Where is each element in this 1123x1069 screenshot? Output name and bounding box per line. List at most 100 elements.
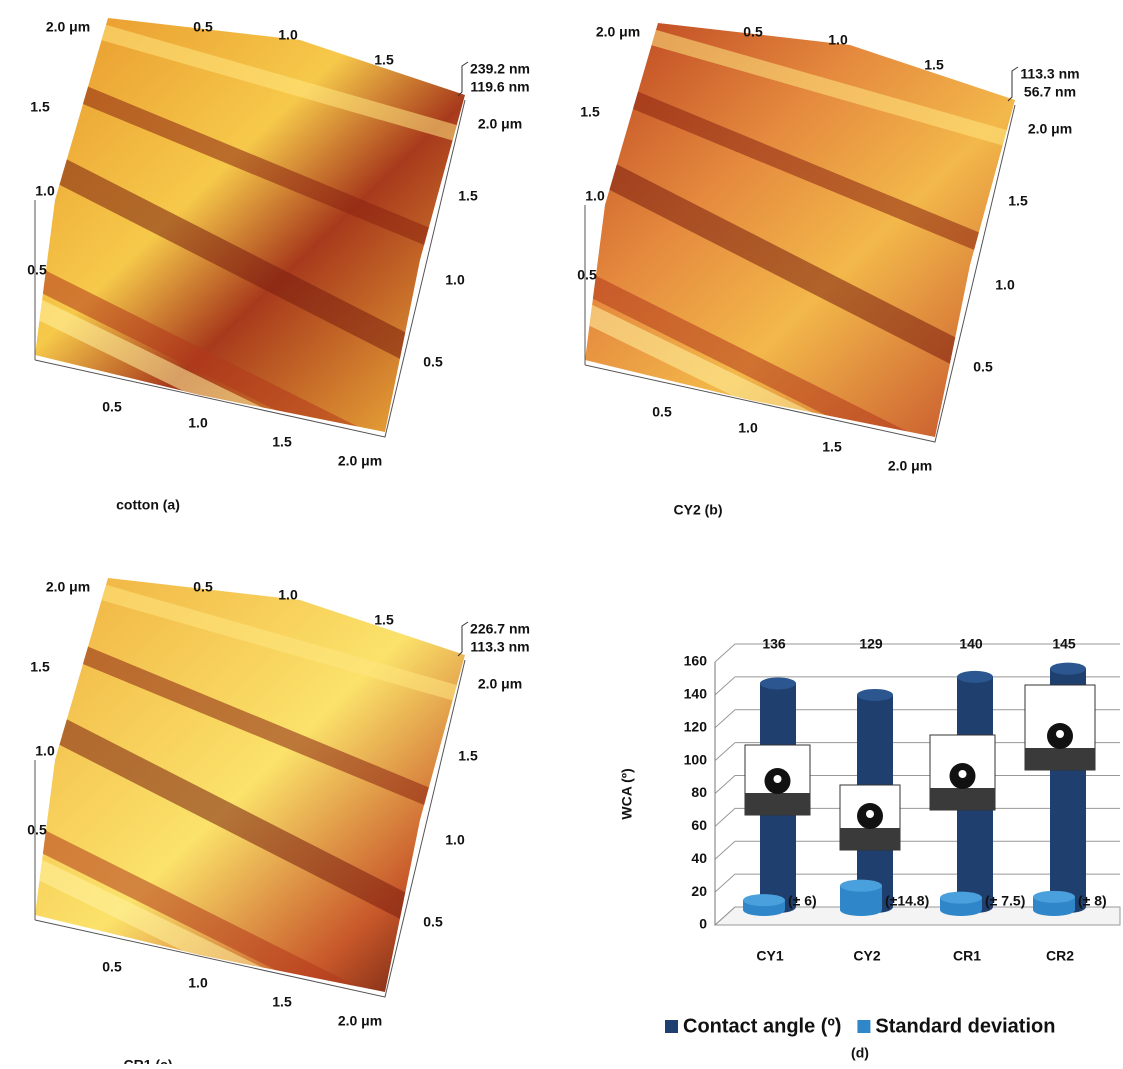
afm-left-ticks: 1.0 xyxy=(35,183,55,199)
droplet-substrate xyxy=(1025,748,1095,770)
afm-corner-label: 2.0 μm xyxy=(46,579,90,595)
y-tick-label: 40 xyxy=(691,850,707,866)
value-label: 129 xyxy=(859,636,883,652)
afm-right-ticks: 0.5 xyxy=(973,359,993,375)
afm-panel: 2.0 μm 0.5 1.0 1.5 1.5 1.0 0.5 239.2 nm 119.6 nm… xyxy=(0,18,530,520)
afm-z-labels: 239.2 nm xyxy=(470,61,530,77)
afm-left-ticks: 0.5 xyxy=(27,262,47,278)
afm-panel: 2.0 μm 0.5 1.0 1.5 1.5 1.0 0.5 226.7 nm 113.3 nm… xyxy=(0,578,530,1064)
value-label: (± 7.5) xyxy=(985,893,1025,909)
afm-right-ticks: 2.0 μm xyxy=(478,116,522,132)
afm-left-ticks: 0.5 xyxy=(577,267,597,283)
afm-right-ticks: 0.5 xyxy=(423,914,443,930)
afm-panel: 2.0 μm 0.5 1.0 1.5 1.5 1.0 0.5 113.3 nm 56.7 nm 2… xyxy=(550,23,1080,525)
legend-swatch xyxy=(665,1020,678,1033)
afm-corner-label: 2.0 μm xyxy=(46,19,90,35)
y-tick-label: 80 xyxy=(691,784,707,800)
afm-bottom-ticks: 1.5 xyxy=(272,434,292,450)
panel-caption: (d) xyxy=(851,1045,869,1061)
afm-bottom-ticks: 2.0 μm xyxy=(338,453,382,469)
value-label: (± 6) xyxy=(788,893,817,909)
figure: 2.0 μm 0.5 1.0 1.5 1.5 1.0 0.5 239.2 nm 119.6 nm… xyxy=(0,0,1123,1064)
y-tick-label: 160 xyxy=(684,653,708,669)
value-label: 140 xyxy=(959,636,983,652)
afm-right-ticks: 1.0 xyxy=(445,272,465,288)
afm-bottom-ticks: 0.5 xyxy=(102,959,122,975)
afm-left-ticks: 1.0 xyxy=(35,743,55,759)
afm-bottom-ticks: 2.0 μm xyxy=(888,458,932,474)
afm-left-ticks: 1.0 xyxy=(585,188,605,204)
afm-right-ticks: 1.5 xyxy=(458,188,478,204)
y-tick-label: 20 xyxy=(691,883,707,899)
value-label: 145 xyxy=(1052,636,1076,652)
afm-z-labels: 226.7 nm xyxy=(470,621,530,637)
afm-corner-label: 2.0 μm xyxy=(596,24,640,40)
afm-right-ticks: 1.5 xyxy=(458,748,478,764)
bar-top xyxy=(743,894,785,906)
afm-top-ticks: 0.5 xyxy=(193,579,213,595)
legend-label: Standard deviation xyxy=(875,1015,1055,1037)
afm-top-ticks: 0.5 xyxy=(743,24,763,40)
y-tick-label: 60 xyxy=(691,817,707,833)
y-tick-label: 100 xyxy=(684,751,708,767)
afm-z-labels: 56.7 nm xyxy=(1024,84,1076,100)
afm-bottom-ticks: 1.5 xyxy=(822,439,842,455)
z-scale xyxy=(458,62,468,96)
bar-top xyxy=(857,689,893,701)
afm-bottom-ticks: 0.5 xyxy=(102,399,122,415)
x-tick-label: CR2 xyxy=(1046,948,1074,964)
value-label: (±14.8) xyxy=(885,893,929,909)
afm-z-labels: 119.6 nm xyxy=(470,79,529,95)
y-tick-label: 0 xyxy=(699,916,707,932)
droplet-highlight xyxy=(959,770,967,778)
afm-bottom-ticks: 1.0 xyxy=(188,415,208,431)
afm-z-labels: 113.3 nm xyxy=(1020,66,1079,82)
afm-bottom-ticks: 1.0 xyxy=(738,420,758,436)
afm-top-ticks: 1.5 xyxy=(924,57,944,73)
afm-bottom-ticks: 1.0 xyxy=(188,975,208,991)
afm-left-ticks: 1.5 xyxy=(30,99,50,115)
x-tick-label: CR1 xyxy=(953,948,981,964)
afm-top-ticks: 0.5 xyxy=(193,19,213,35)
bar-top xyxy=(957,671,993,683)
droplet-highlight xyxy=(1056,730,1064,738)
panel-caption: CY2 (b) xyxy=(674,502,723,518)
legend-label: Contact angle (º) xyxy=(683,1015,841,1037)
droplet-substrate xyxy=(745,793,810,815)
x-tick-label: CY1 xyxy=(756,948,783,964)
afm-right-ticks: 2.0 μm xyxy=(1028,121,1072,137)
afm-bottom-ticks: 1.5 xyxy=(272,994,292,1010)
panel-caption: CR1 (c) xyxy=(123,1057,172,1064)
z-scale xyxy=(1008,67,1018,101)
bar-top xyxy=(1033,891,1075,903)
afm-bottom-ticks: 0.5 xyxy=(652,404,672,420)
afm-right-ticks: 0.5 xyxy=(423,354,443,370)
afm-left-ticks: 1.5 xyxy=(30,659,50,675)
afm-right-ticks: 2.0 μm xyxy=(478,676,522,692)
droplet-substrate xyxy=(930,788,995,810)
y-tick-label: 120 xyxy=(684,718,708,734)
panel-caption: cotton (a) xyxy=(116,497,180,513)
afm-right-ticks: 1.0 xyxy=(995,277,1015,293)
afm-top-ticks: 1.0 xyxy=(278,27,298,43)
bar-top xyxy=(1050,663,1086,675)
afm-z-labels: 113.3 nm xyxy=(470,639,529,655)
y-tick-label: 140 xyxy=(684,686,708,702)
afm-right-ticks: 1.5 xyxy=(1008,193,1028,209)
afm-left-ticks: 1.5 xyxy=(580,104,600,120)
afm-bottom-ticks: 2.0 μm xyxy=(338,1013,382,1029)
z-scale xyxy=(458,622,468,656)
bar-top xyxy=(760,677,796,689)
afm-top-ticks: 1.0 xyxy=(828,32,848,48)
droplet-highlight xyxy=(866,810,874,818)
afm-top-ticks: 1.0 xyxy=(278,587,298,603)
x-tick-label: CY2 xyxy=(853,948,880,964)
afm-top-ticks: 1.5 xyxy=(374,612,394,628)
bar-top xyxy=(940,892,982,904)
value-label: (± 8) xyxy=(1078,893,1107,909)
afm-top-ticks: 1.5 xyxy=(374,52,394,68)
y-axis-label: WCA (º) xyxy=(619,768,635,819)
afm-left-ticks: 0.5 xyxy=(27,822,47,838)
legend-swatch xyxy=(857,1020,870,1033)
value-label: 136 xyxy=(762,636,786,652)
